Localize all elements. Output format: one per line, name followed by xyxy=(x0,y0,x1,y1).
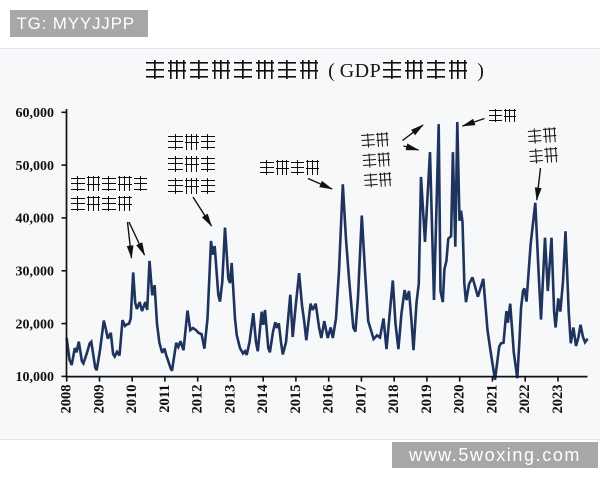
svg-text:2017: 2017 xyxy=(353,385,369,414)
svg-text:2019: 2019 xyxy=(419,385,435,414)
svg-text:2014: 2014 xyxy=(255,385,271,414)
svg-text:2015: 2015 xyxy=(288,385,304,414)
svg-text:40,000: 40,000 xyxy=(16,212,55,227)
svg-text:60,000: 60,000 xyxy=(16,106,55,121)
svg-text:20,000: 20,000 xyxy=(16,317,55,332)
svg-text:2009: 2009 xyxy=(92,385,108,414)
svg-text:2023: 2023 xyxy=(550,385,566,414)
svg-text:10,000: 10,000 xyxy=(16,370,55,385)
svg-text:2020: 2020 xyxy=(452,385,468,414)
svg-text:2022: 2022 xyxy=(517,385,533,414)
svg-text:2013: 2013 xyxy=(222,385,238,414)
svg-text:2011: 2011 xyxy=(157,385,173,413)
svg-text:2010: 2010 xyxy=(124,385,140,414)
svg-text:2012: 2012 xyxy=(190,385,206,414)
svg-text:2018: 2018 xyxy=(386,385,402,414)
svg-text:2008: 2008 xyxy=(59,385,75,414)
svg-text:50,000: 50,000 xyxy=(16,159,55,174)
svg-text:2021: 2021 xyxy=(484,385,500,414)
svg-text:30,000: 30,000 xyxy=(16,265,55,280)
svg-text:2016: 2016 xyxy=(321,385,337,414)
